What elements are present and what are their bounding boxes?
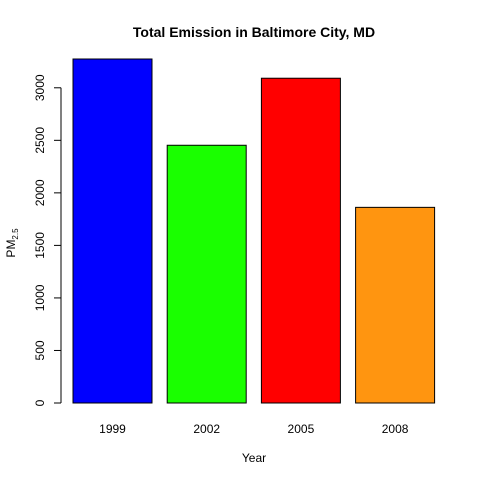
x-tick-label: 2008	[382, 422, 409, 436]
y-tick-label: 1000	[33, 284, 47, 311]
bar-1999	[72, 58, 153, 404]
y-tick-label: 3000	[33, 74, 47, 101]
x-tick-labels: 1999 2002 2005 2008	[99, 422, 409, 436]
y-tick-label: 2000	[33, 179, 47, 206]
y-tick-label: 0	[33, 399, 47, 406]
y-axis-label-subscript: 2.5	[11, 228, 20, 240]
y-tick-label: 500	[33, 340, 47, 360]
bar-2008	[355, 206, 436, 404]
y-axis-label: PM2.5	[4, 228, 20, 258]
x-tick-label: 2005	[288, 422, 315, 436]
bars	[72, 58, 436, 404]
y-axis-label-main: PM	[4, 240, 18, 258]
bar-2005	[260, 77, 341, 404]
x-tick-label: 2002	[193, 422, 220, 436]
y-tick-label: 2500	[33, 127, 47, 154]
chart-title: Total Emission in Baltimore City, MD	[133, 24, 375, 40]
y-tick-label: 1500	[33, 232, 47, 259]
x-axis-label: Year	[242, 451, 266, 465]
y-axis: 0 500 1000 1500 2000 2500 3000	[33, 74, 62, 406]
x-tick-label: 1999	[99, 422, 126, 436]
bar-2002	[166, 144, 247, 404]
